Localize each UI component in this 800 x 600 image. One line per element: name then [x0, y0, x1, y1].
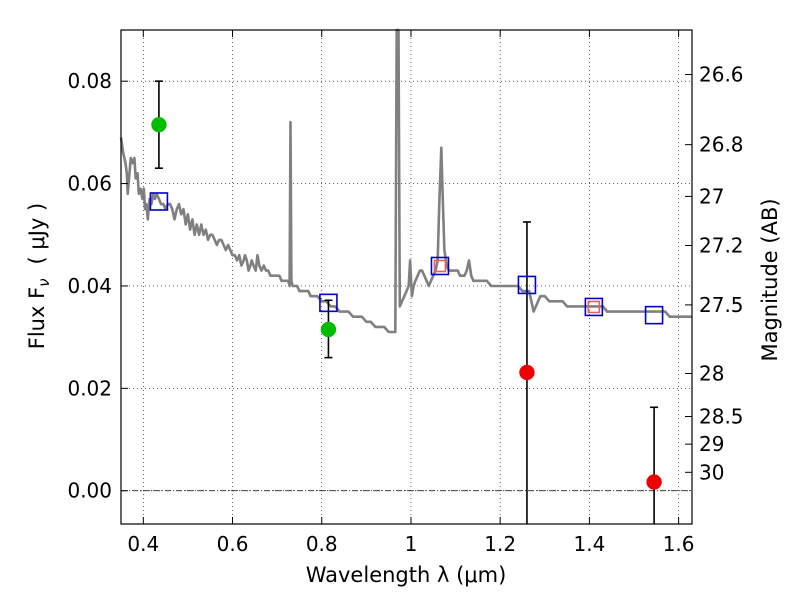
upper-limit-point: [646, 474, 662, 490]
y2-tick-label: 28.5: [699, 404, 744, 428]
y2-tick-label: 29: [699, 432, 724, 456]
x-tick-label: 1.6: [663, 532, 695, 556]
plot-frame: [120, 29, 693, 525]
upper-limit-point: [519, 364, 535, 381]
y2-tick-label: 26.6: [699, 63, 744, 87]
y-tick-label: 0.08: [67, 69, 112, 93]
y2-tick-label: 27.2: [699, 234, 744, 258]
model-photometry-square: [517, 275, 537, 295]
y-tick-label: 0.04: [67, 274, 112, 298]
model-photometry-square: [149, 192, 169, 211]
detection-point: [320, 321, 337, 338]
x-tick-label: 0.4: [127, 532, 159, 556]
detection-point: [151, 116, 167, 133]
model-photometry-square: [319, 293, 338, 313]
y-axis-label: Flux Fν ( μJy ): [25, 203, 53, 350]
axis-layer: 0.4 0.6 0.8 1 1.2 1.4 1.6 0.00 0.02 0.04 0.06 0.08 2…: [67, 30, 744, 556]
y-axis-label-main: Flux F: [25, 287, 49, 349]
y2-tick-label: 27.5: [699, 293, 744, 317]
x-tick-label: 1: [405, 532, 418, 556]
y-axis-label-sub: ν: [35, 278, 53, 286]
y-tick-label: 0.02: [67, 376, 112, 400]
x-axis-label: Wavelength λ (μm): [306, 563, 507, 587]
x-tick-label: 0.8: [306, 532, 338, 556]
y2-tick-label: 28: [699, 361, 724, 385]
marker-layer: [149, 116, 664, 490]
spectrum-line: [119, 28, 692, 334]
y2-axis-label: Magnitude (AB): [758, 198, 782, 361]
x-tick-label: 1.2: [484, 532, 516, 556]
spectrum-layer: [119, 28, 692, 334]
x-tick-label: 0.6: [217, 532, 249, 556]
y-tick-label: 0.06: [67, 172, 112, 196]
overlay-square: [587, 300, 601, 314]
y-axis-label-unit: ( μJy ): [25, 203, 49, 265]
y2-tick-label: 26.8: [699, 133, 744, 157]
model-photometry-square: [644, 305, 664, 325]
overlay-square: [433, 259, 447, 273]
x-tick-label: 1.4: [573, 532, 605, 556]
model-photometry-square: [584, 297, 604, 317]
y2-tick-label: 27: [699, 184, 724, 208]
y2-tick-label: 30: [699, 460, 724, 484]
model-photometry-square: [430, 256, 450, 276]
y-tick-label: 0.00: [67, 479, 112, 503]
